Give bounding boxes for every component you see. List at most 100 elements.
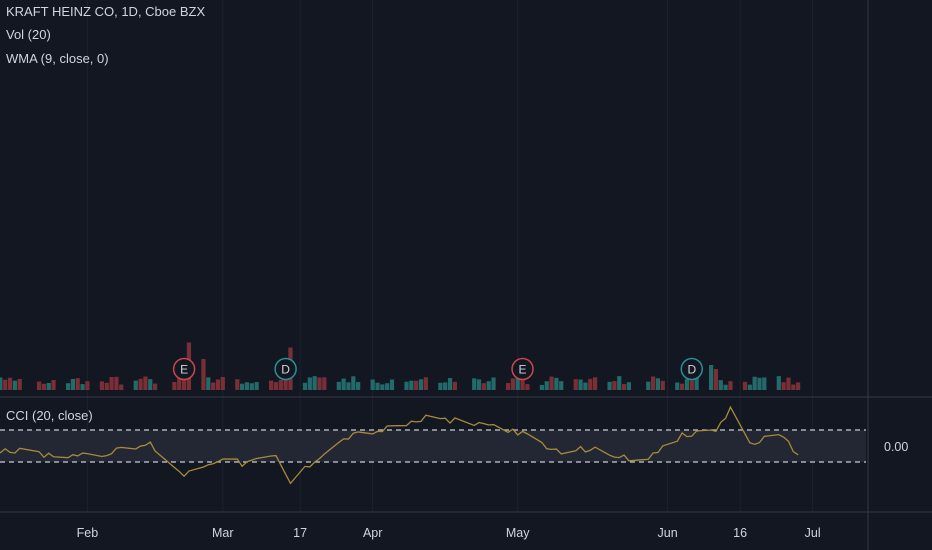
volume-bar <box>404 381 409 390</box>
volume-bar <box>447 378 453 390</box>
volume-bar <box>36 381 42 390</box>
event-marker-dividend <box>680 357 704 381</box>
volume-bar <box>99 381 105 390</box>
volume-bar <box>138 378 143 390</box>
volume-bar <box>351 376 356 390</box>
volume-bar <box>747 384 752 390</box>
volume-bar <box>675 382 680 390</box>
time-tick-label: Mar <box>212 526 234 540</box>
volume-bar <box>3 379 8 390</box>
volume-bar <box>626 382 632 390</box>
volume-bar <box>206 377 211 390</box>
volume-bar <box>307 377 312 390</box>
volume-bar <box>578 379 583 390</box>
volume-bar <box>505 383 511 390</box>
event-marker-label: D <box>281 363 290 377</box>
volume-bar <box>476 379 482 390</box>
volume-bar <box>544 381 549 390</box>
volume-bar <box>302 382 308 390</box>
volume-bar <box>312 376 317 390</box>
volume-bar <box>244 382 250 390</box>
volume-bar <box>341 378 346 390</box>
event-marker-earnings <box>511 357 534 381</box>
volume-layer <box>0 342 801 390</box>
volume-bar <box>41 383 46 390</box>
volume-bar <box>336 381 341 390</box>
time-tick-label: Jul <box>805 526 821 540</box>
volume-bar <box>182 378 187 390</box>
volume-bar <box>148 379 153 390</box>
cci-line <box>0 405 799 485</box>
volume-bar <box>646 381 651 390</box>
volume-bar <box>346 382 351 390</box>
volume-bar <box>249 383 254 390</box>
event-marker-label: E <box>519 363 527 377</box>
volume-bar <box>356 382 361 390</box>
volume-bar <box>65 383 71 390</box>
volume-bar <box>380 384 385 390</box>
time-axis: Feb Mar 17 Apr May Jun 16 Jul <box>0 511 932 540</box>
volume-bar <box>152 383 158 390</box>
volume-bar <box>559 381 564 390</box>
volume-bar <box>520 377 525 390</box>
volume-bar <box>322 377 327 390</box>
price-axis: 20.0022.0024.0027.0031.0035.0031.6604:52… <box>867 0 869 550</box>
volume-bar <box>278 380 283 390</box>
time-tick-label: 17 <box>293 526 307 540</box>
volume-bar <box>17 378 22 390</box>
grid-layer <box>86 0 814 512</box>
volume-bar <box>418 379 424 390</box>
event-marker-earnings <box>172 357 196 381</box>
volume-bar <box>51 380 56 390</box>
volume-bar <box>452 381 457 390</box>
event-marker-dividend <box>274 357 297 381</box>
volume-bar <box>728 381 733 390</box>
volume-bar <box>375 382 380 390</box>
volume-bar <box>80 384 85 390</box>
volume-bar <box>472 378 477 390</box>
volume-legend[interactable]: Vol (20) <box>6 27 51 42</box>
volume-bar <box>12 380 17 390</box>
volume-bar <box>757 377 762 390</box>
volume-bar <box>515 377 520 390</box>
volume-bar <box>791 384 796 390</box>
volume-bar <box>694 376 699 390</box>
volume-bar <box>273 382 279 390</box>
symbol-legend[interactable]: KRAFT HEINZ CO, 1D, Cboe BZX <box>6 4 206 19</box>
volume-bar <box>539 384 544 390</box>
volume-bar <box>317 377 322 390</box>
volume-bar <box>438 382 443 390</box>
volume-bar <box>525 384 530 390</box>
volume-bar <box>7 377 13 390</box>
volume-bar <box>235 379 240 390</box>
cci-zero-label: 0.00 <box>884 440 908 454</box>
volume-bar <box>172 382 177 390</box>
volume-bar <box>104 382 109 390</box>
volume-bar <box>796 382 801 390</box>
volume-bar <box>592 377 598 390</box>
volume-bar <box>211 382 216 390</box>
cci-legend[interactable]: CCI (20, close) <box>6 408 93 423</box>
volume-bar <box>554 377 559 390</box>
volume-bar <box>114 376 119 390</box>
volume-bar <box>723 384 728 390</box>
volume-bar <box>201 359 206 390</box>
event-marker-label: D <box>687 363 696 377</box>
time-tick-label: Jun <box>658 526 678 540</box>
volume-bar <box>491 377 496 390</box>
wma-legend[interactable]: WMA (9, close, 0) <box>6 51 109 66</box>
time-tick-label: May <box>506 526 530 540</box>
volume-bar <box>385 383 390 390</box>
cci-panel: 0.00 <box>0 396 932 485</box>
time-tick-label: Apr <box>363 526 382 540</box>
volume-bar <box>143 376 148 390</box>
volume-bar <box>762 377 767 390</box>
volume-bar <box>742 381 748 390</box>
volume-bar <box>660 380 665 390</box>
volume-bar <box>269 380 274 390</box>
volume-bar <box>240 383 245 390</box>
volume-bar <box>389 379 395 390</box>
volume-bar <box>85 381 90 390</box>
